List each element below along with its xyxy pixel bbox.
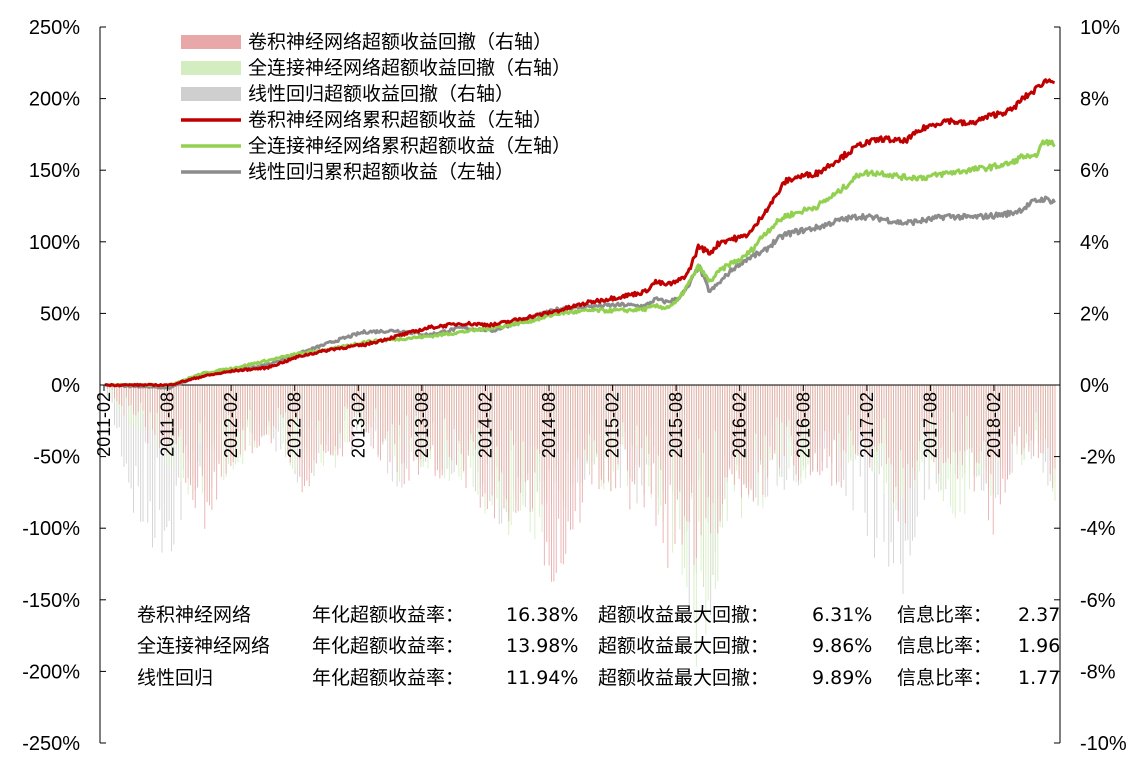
- left-tick-label: 150%: [29, 160, 80, 182]
- stat-ann-label-linear: 年化超额收益率：: [312, 667, 464, 689]
- legend-swatch-cnn-drawdown: [181, 35, 241, 49]
- cumulative-lines: [104, 78, 1056, 390]
- date-label: 2017-02: [857, 392, 877, 458]
- stat-model-cnn: 卷积神经网络: [137, 604, 251, 626]
- date-label: 2012-08: [285, 392, 305, 458]
- cumulative-line: [104, 138, 1056, 388]
- left-tick-label: -200%: [22, 661, 80, 683]
- right-tick-label: 0%: [1080, 375, 1109, 397]
- left-tick-label: 250%: [29, 17, 80, 39]
- stat-ir-label-cnn: 信息比率：: [897, 604, 992, 626]
- stat-ann-label-fc: 年化超额收益率：: [312, 635, 464, 657]
- right-tick-label: -10%: [1080, 733, 1127, 755]
- date-label: 2012-02: [221, 392, 241, 458]
- stat-ir-value-linear: 1.77: [1018, 667, 1060, 689]
- drawdown-areas: [106, 385, 1056, 667]
- date-label: 2011-02: [94, 392, 114, 457]
- date-label: 2014-08: [539, 392, 559, 458]
- stat-ir-label-fc: 信息比率：: [897, 635, 992, 657]
- date-label: 2018-02: [984, 392, 1004, 458]
- stats-table: 卷积神经网络 年化超额收益率： 16.38% 超额收益最大回撤： 6.31% 信…: [137, 604, 1060, 689]
- stat-ir-value-fc: 1.96: [1018, 635, 1060, 657]
- date-label: 2016-08: [793, 392, 813, 458]
- stat-dd-label-cnn: 超额收益最大回撤：: [598, 604, 769, 626]
- date-label: 2013-08: [412, 392, 432, 458]
- left-tick-label: 200%: [29, 89, 80, 111]
- stat-ann-label-cnn: 年化超额收益率：: [312, 604, 464, 626]
- right-tick-label: 6%: [1080, 160, 1109, 182]
- stat-dd-value-linear: 9.89%: [812, 667, 872, 689]
- right-tick-label: -2%: [1080, 447, 1116, 469]
- date-label: 2013-02: [348, 392, 368, 458]
- right-tick-label: -4%: [1080, 518, 1116, 540]
- date-label: 2011-08: [158, 392, 178, 457]
- stat-dd-label-linear: 超额收益最大回撤：: [598, 667, 769, 689]
- cumulative-line: [104, 78, 1056, 388]
- stat-model-fc: 全连接神经网络: [137, 635, 270, 657]
- left-tick-label: -100%: [22, 518, 80, 540]
- legend: 卷积神经网络超额收益回撤（右轴） 全连接神经网络超额收益回撤（右轴） 线性回归超…: [181, 31, 571, 183]
- legend-label-cnn-drawdown: 卷积神经网络超额收益回撤（右轴）: [248, 31, 552, 53]
- stat-ann-value-cnn: 16.38%: [506, 604, 578, 626]
- legend-label-linear-drawdown: 线性回归超额收益回撤（右轴）: [248, 83, 514, 105]
- left-tick-label: -250%: [22, 733, 80, 755]
- left-tick-label: 0%: [51, 375, 80, 397]
- legend-label-fc-cumulative: 全连接神经网络累积超额收益（左轴）: [248, 135, 571, 157]
- right-tick-label: 10%: [1080, 17, 1120, 39]
- left-tick-label: 50%: [40, 303, 80, 325]
- left-tick-label: -150%: [22, 590, 80, 612]
- legend-label-cnn-cumulative: 卷积神经网络累积超额收益（左轴）: [248, 109, 552, 131]
- stat-ir-label-linear: 信息比率：: [897, 667, 992, 689]
- right-tick-label: 8%: [1080, 89, 1109, 111]
- left-tick-label: -50%: [33, 447, 80, 469]
- left-tick-label: 100%: [29, 232, 80, 254]
- stat-model-linear: 线性回归: [137, 667, 213, 689]
- stat-ann-value-linear: 11.94%: [506, 667, 578, 689]
- legend-label-fc-drawdown: 全连接神经网络超额收益回撤（右轴）: [248, 57, 571, 79]
- right-tick-label: 4%: [1080, 232, 1109, 254]
- legend-swatch-fc-drawdown: [181, 61, 241, 75]
- right-tick-label: 2%: [1080, 303, 1109, 325]
- right-tick-label: -6%: [1080, 590, 1116, 612]
- date-label: 2014-02: [475, 392, 495, 458]
- stat-ir-value-cnn: 2.37: [1018, 604, 1060, 626]
- date-label: 2015-02: [603, 392, 623, 458]
- date-label: 2015-08: [666, 392, 686, 458]
- date-labels: 2011-02 2011-08 2012-02 2012-08 2013-02 2013-…: [94, 385, 1004, 458]
- cumulative-line: [104, 195, 1056, 390]
- right-tick-label: -8%: [1080, 661, 1116, 683]
- stat-ann-value-fc: 13.98%: [506, 635, 578, 657]
- date-label: 2017-08: [920, 392, 940, 458]
- stat-dd-value-cnn: 6.31%: [812, 604, 872, 626]
- legend-label-linear-cumulative: 线性回归累积超额收益（左轴）: [248, 161, 514, 183]
- drawdown-series: [106, 385, 1056, 582]
- stat-dd-value-fc: 9.86%: [812, 635, 872, 657]
- date-label: 2016-02: [730, 392, 750, 458]
- legend-swatch-linear-drawdown: [181, 87, 241, 101]
- stat-dd-label-fc: 超额收益最大回撤：: [598, 635, 769, 657]
- tick-labels: 250% 200% 150% 100% 50% 0% -50% -100% -150% -200%…: [22, 17, 1127, 755]
